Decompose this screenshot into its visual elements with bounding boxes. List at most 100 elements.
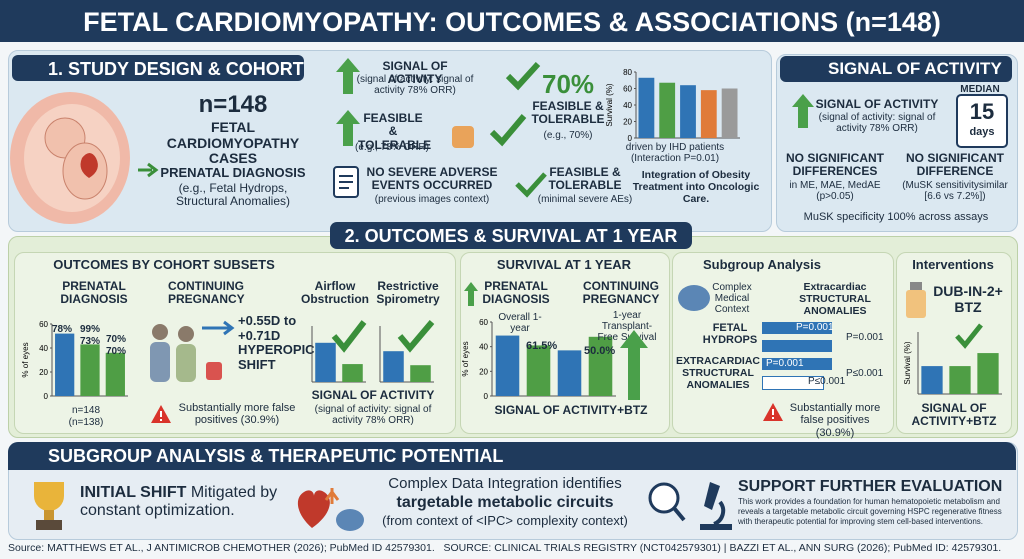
section-title: 2. OUTCOMES & SURVIVAL AT 1 YEAR	[344, 226, 678, 246]
bar	[526, 345, 551, 396]
panel-title: SURVIVAL AT 1 YEAR	[496, 257, 632, 272]
integration-note: (from context of <IPC> complexity contex…	[382, 513, 628, 528]
prenatal-label: PRENATAL DIAGNOSIS	[160, 165, 306, 180]
support-head: SUPPORT FURTHER EVALUATION	[738, 478, 1003, 495]
y-tick-label: 40	[39, 344, 48, 353]
item-head: FEASIBLE & TOLERABLE	[548, 165, 625, 193]
row-label: EXTRACARDIAC STRUCTURAL ANOMALIES	[676, 355, 760, 391]
integration-note: Integration of Obesity Treatment into On…	[632, 169, 760, 205]
drug-label: DUB-IN-2+ BTZ	[933, 283, 1007, 315]
bar	[638, 77, 655, 138]
check-icons	[331, 320, 435, 353]
bar	[315, 342, 336, 382]
bar	[410, 365, 431, 382]
y-tick-label: 20	[479, 367, 488, 376]
item-note: (e.g., 78% ORR)	[355, 142, 429, 153]
y-tick-label: 40	[623, 101, 632, 110]
sample-size: n=148	[71, 405, 101, 416]
bar-chart: % of eyes 0 20 40 60	[21, 320, 128, 400]
bar-chart: Survival (%)	[903, 332, 1002, 395]
header-band	[0, 0, 1024, 42]
median-value: 15	[969, 99, 995, 124]
group-label: PRENATAL DIAGNOSIS	[482, 279, 552, 307]
specificity-note: MuSK specificity 100% across assays	[803, 211, 989, 223]
search-icon	[648, 482, 686, 522]
p-value: P=0.001	[766, 358, 804, 369]
check-icon	[505, 62, 541, 91]
indicator-bar	[762, 358, 832, 370]
cohort-n: n=148	[198, 91, 268, 118]
up-arrow	[336, 58, 360, 94]
up-arrow	[336, 110, 360, 146]
bar	[55, 333, 75, 396]
item-note: (minimal severe AEs)	[537, 194, 633, 205]
y-axis-label: Survival (%)	[605, 83, 614, 126]
p-value: P≤0.001	[808, 376, 846, 387]
shift-label: +0.55D to +0.71D HYPEROPIC SHIFT	[238, 313, 315, 372]
p-value: P=0.001	[796, 322, 834, 333]
footer-source: Source: MATTHEWS ET AL., J ANTIMICROB CH…	[8, 542, 1002, 554]
bar-annotation: Overall 1-year	[498, 312, 542, 335]
signal-head: SIGNAL OF ACTIVITY+BTZ	[494, 403, 648, 417]
chart-caption: driven by IHD patients (Interaction P=0.…	[625, 142, 727, 165]
item-note: (previous images context)	[374, 194, 490, 205]
bar	[659, 82, 676, 138]
y-axis-label: % of eyes	[21, 342, 30, 377]
up-arrow	[464, 282, 478, 306]
shift-head: INITIAL SHIFT	[80, 484, 187, 501]
median-label: MEDIAN	[960, 84, 1000, 95]
bar	[557, 350, 582, 396]
bar-chart	[311, 326, 366, 383]
vial-icon	[906, 282, 926, 318]
group-label: CONTINUING PREGNANCY	[168, 279, 248, 307]
shift-body: Mitigated by constant optimization.	[80, 484, 282, 519]
up-arrow	[792, 94, 814, 128]
bar	[105, 352, 125, 396]
design-title-bar	[12, 55, 304, 81]
warning-icon	[151, 405, 171, 423]
shift-text: INITIAL SHIFT Mitigated by constant opti…	[80, 484, 290, 520]
y-tick-label: 80	[623, 68, 632, 77]
signal-note: (signal of activity: signal of activity …	[818, 112, 939, 135]
thumb-check-icons	[452, 114, 527, 148]
bar	[921, 366, 943, 394]
y-tick-label: 60	[39, 320, 48, 329]
fetus-illustration	[10, 92, 130, 224]
family-illustration	[150, 320, 235, 382]
y-tick-label: 20	[39, 368, 48, 377]
bar	[721, 88, 738, 138]
bar	[383, 351, 404, 382]
warning-icon	[763, 403, 783, 421]
item-head: SIGNAL OF ACTIVITY	[382, 59, 451, 87]
arrow-icon	[138, 162, 159, 178]
bar-annotation: 99%	[80, 324, 101, 335]
item-note: (e.g., 70%)	[543, 130, 593, 141]
nsd-note: in ME, MAE, MedAE (p>0.05)	[789, 180, 884, 203]
bar-annotation: 61.5%	[526, 340, 558, 352]
y-tick-label: 0	[484, 392, 489, 400]
page-title: FETAL CARDIOMYOPATHY: OUTCOMES & ASSOCIA…	[83, 7, 941, 37]
nsd-note: (MuSK sensitivitysimilar [6.6 vs 7.2%])	[902, 180, 1011, 203]
brain-icon	[678, 285, 710, 311]
mini-bar-chart: Survival (%) 0 20 40 60 80	[605, 68, 740, 142]
bar	[977, 353, 999, 394]
p-value: P=0.001	[846, 332, 884, 343]
bar-annotation: 78%	[52, 324, 73, 335]
bar-annotation: 70%	[106, 346, 127, 357]
signal-head: SIGNAL OF ACTIVITY	[311, 388, 435, 402]
outcomes-title-bar	[330, 222, 692, 249]
indicator-bar	[762, 322, 832, 334]
bar-annotation: 73%	[80, 336, 101, 347]
bar	[700, 90, 717, 138]
big-stat: 70%	[542, 69, 595, 99]
bar	[342, 364, 363, 382]
calendar-icon	[956, 94, 1008, 148]
false-positive-note: Substantially more false positives (30.9…	[178, 402, 299, 427]
integration-bold: targetable metabolic circuits	[396, 494, 614, 511]
signal-title: SIGNAL OF ACTIVITY	[828, 59, 1002, 78]
signal-head: SIGNAL OF ACTIVITY	[815, 97, 939, 111]
bar	[680, 85, 696, 138]
item-head: FEASIBLE & TOLERABLE	[358, 111, 432, 152]
bar	[80, 344, 100, 396]
